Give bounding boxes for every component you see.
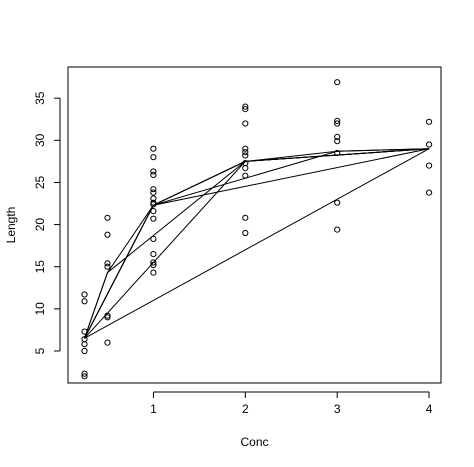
data-point [242, 214, 249, 221]
data-point [81, 298, 88, 305]
data-point [150, 201, 157, 208]
data-point [334, 120, 341, 127]
data-point [150, 186, 157, 193]
data-point [334, 133, 341, 140]
data-point [334, 149, 341, 157]
data-point [104, 260, 111, 267]
data-point [242, 165, 249, 172]
data-point [104, 263, 111, 270]
data-point [150, 171, 157, 178]
data-point [426, 189, 433, 196]
y-tick-label: 20 [33, 218, 47, 232]
data-point [426, 118, 433, 125]
data-point [150, 208, 157, 215]
data-point [81, 341, 88, 348]
y-tick-label: 15 [33, 260, 47, 274]
data-point [334, 199, 341, 206]
data-point [150, 145, 157, 152]
y-axis: 5 10 15 20 25 30 35 [33, 91, 61, 354]
data-point [104, 314, 111, 321]
data-point [150, 261, 157, 269]
data-point [426, 141, 433, 148]
data-point [242, 152, 249, 159]
data-point [242, 106, 249, 113]
data-point [104, 339, 111, 346]
data-point [150, 199, 157, 206]
data-point [150, 251, 157, 258]
data-point [150, 195, 157, 202]
curve-line-8 [84, 148, 430, 339]
data-point [81, 370, 88, 377]
data-point [150, 215, 157, 222]
x-axis: 1 2 3 4 [150, 391, 433, 416]
data-point [150, 154, 157, 161]
curve-line-7 [84, 148, 430, 339]
data-point [104, 231, 111, 238]
data-point [150, 235, 157, 242]
y-tick-label: 5 [33, 347, 47, 354]
data-point [242, 149, 249, 156]
data-point [150, 189, 157, 196]
y-tick-label: 30 [33, 133, 47, 147]
data-point [242, 145, 249, 152]
data-point [150, 259, 157, 266]
data-point [81, 291, 88, 298]
data-point [334, 117, 341, 125]
data-point [150, 269, 157, 276]
data-points [81, 79, 433, 380]
y-tick-label: 25 [33, 175, 47, 189]
x-tick-label: 3 [334, 402, 341, 416]
data-point [81, 328, 88, 335]
y-tick-label: 35 [33, 91, 47, 105]
x-tick-label: 2 [242, 402, 249, 416]
data-point [334, 79, 341, 86]
data-point [426, 162, 433, 169]
data-point [242, 120, 249, 127]
data-point [150, 168, 157, 175]
data-point [104, 312, 111, 319]
x-axis-title: Conc [240, 435, 268, 449]
data-point [334, 138, 341, 145]
data-point [334, 226, 341, 233]
x-tick-label: 4 [426, 402, 433, 416]
y-axis-title: Length [4, 207, 18, 244]
data-point [104, 214, 111, 221]
data-point [242, 103, 249, 110]
data-point [242, 172, 249, 179]
fitted-curves [84, 148, 430, 339]
data-point [81, 373, 88, 380]
y-tick-label: 10 [33, 302, 47, 316]
plot-frame [67, 66, 442, 384]
data-point [81, 347, 88, 355]
x-tick-label: 1 [150, 402, 157, 416]
data-point [242, 229, 249, 237]
